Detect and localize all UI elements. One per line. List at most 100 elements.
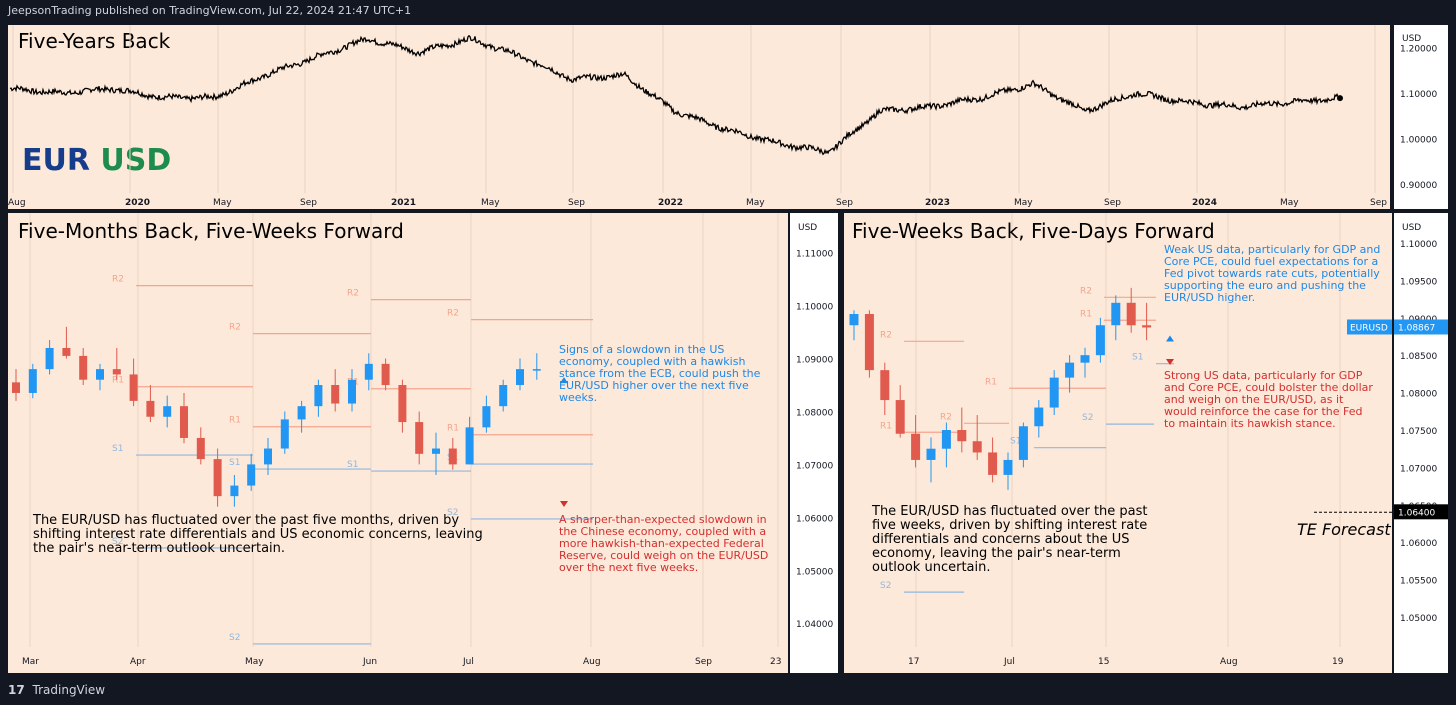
top-time-label: Sep (1104, 198, 1121, 208)
left-time-label: Apr (130, 657, 146, 667)
left-up-arrow (560, 377, 568, 384)
right-candle-body (1034, 407, 1044, 427)
top-time-label: Sep (300, 198, 317, 208)
right-price-label: 1.08000 (1400, 390, 1437, 400)
left-candle-body (180, 406, 188, 438)
top-currency-label: USD (1402, 34, 1421, 44)
left-time-label: Mar (22, 657, 39, 667)
top-time-label: May (746, 198, 765, 208)
left-candle-body (432, 448, 440, 454)
left-candle-body (348, 379, 356, 404)
left-price-label: 1.09000 (796, 356, 833, 366)
te-forecast-label: TE Forecast (1297, 520, 1391, 539)
right-candle-body (1142, 325, 1152, 328)
five-months-candles: Mar Apr May Jun Jul Aug Sep 23 R2 R1 S1 S2 R2 R1 S1 S2 R… (12, 213, 781, 667)
top-time-label: Sep (1370, 198, 1387, 208)
last-price-dot (1337, 95, 1343, 102)
right-candle-body (1080, 355, 1090, 363)
left-time-label: Aug (583, 657, 601, 667)
usd-logo-text: USD (100, 143, 172, 178)
right-level-label-r1: R1 (1080, 309, 1092, 319)
last-price-text: 1.08867 (1398, 323, 1435, 333)
left-candle-body (28, 369, 37, 393)
top-time-label: May (1014, 198, 1033, 208)
left-candle-body (465, 427, 474, 465)
right-level-label-r1: R1 (880, 421, 892, 431)
right-candle-body (1018, 426, 1028, 460)
left-level-label-s1: S1 (112, 444, 123, 454)
top-time-label: 2024 (1192, 198, 1217, 208)
right-up-arrow (1166, 335, 1174, 342)
right-level-label-s2: S2 (880, 581, 891, 591)
right-bearish-note: Strong US data, particularly for GDP and… (1164, 369, 1373, 430)
right-candle-body (1095, 325, 1105, 356)
eurusd-price-line (9, 34, 1341, 156)
forecast-price-tag (1394, 504, 1448, 520)
eur-usd-logo: EUR USD (22, 143, 171, 178)
right-level-label-r2: R2 (1080, 286, 1092, 296)
right-level-label-s2: S2 (1082, 413, 1093, 423)
five-weeks-chart[interactable]: 17 Jul 15 Aug 19 R2 R1 S2 R2 R1 S1 S2 R2 R1 S1 EURUSD F… (844, 213, 1392, 673)
footer: 17 TradingView (0, 676, 1456, 705)
top-price-label: 1.00000 (1400, 136, 1437, 146)
left-level-label-r1: R1 (229, 416, 241, 426)
left-candle-body (314, 385, 323, 407)
right-currency-label: USD (1402, 223, 1421, 233)
right-candle-body (849, 314, 859, 326)
left-candle-body (129, 374, 138, 401)
left-time-label: Jul (462, 657, 474, 667)
left-candle-body (331, 385, 340, 404)
left-candle-body (96, 369, 104, 380)
right-time-label: 19 (1332, 657, 1344, 667)
right-candle-body (880, 370, 890, 401)
top-price-label: 0.90000 (1400, 181, 1437, 191)
right-price-label: 1.09500 (1400, 277, 1437, 287)
right-candle-body (1126, 302, 1136, 326)
last-price-tag (1394, 319, 1448, 335)
left-candle-body (516, 369, 524, 386)
eurusd-symbol-tag (1347, 319, 1392, 335)
top-time-label: 2021 (391, 198, 416, 208)
top-time-axis-bg (8, 193, 1390, 209)
right-candle-body (1111, 302, 1121, 326)
left-time-label: May (245, 657, 264, 667)
five-months-chart[interactable]: Mar Apr May Jun Jul Aug Sep 23 R2 R1 S1 S2 R2 R1 S1 S2 R… (8, 213, 788, 673)
right-price-label: 1.08500 (1400, 352, 1437, 362)
right-level-label-r2: R2 (880, 330, 892, 340)
right-bullish-note: Weak US data, particularly for GDP and C… (1164, 243, 1381, 304)
left-candle-body (448, 448, 457, 465)
left-candle-body (264, 448, 272, 465)
five-months-price-axis: USD 1.11000 1.10000 1.09000 1.08000 1.07000 1.… (790, 213, 838, 673)
top-time-label: May (213, 198, 232, 208)
tradingview-logo-icon: 17 (8, 683, 25, 697)
left-bullish-note: Signs of a slowdown in the US economy, c… (559, 343, 761, 404)
right-candle-body (864, 314, 874, 371)
left-candle-body (482, 406, 491, 428)
right-price-label: 1.05500 (1400, 577, 1437, 587)
left-level-label-r2: R2 (447, 309, 459, 319)
left-level-label-s1: S1 (229, 458, 240, 468)
right-time-label: 15 (1098, 657, 1109, 667)
left-candle-body (213, 459, 222, 497)
right-candle-body (957, 430, 967, 442)
left-candle-body (415, 422, 424, 454)
left-candle-body (499, 385, 508, 407)
left-candle-body (381, 363, 390, 386)
left-level-label-r2: R2 (229, 323, 241, 333)
five-years-chart[interactable]: Five-Years Back EUR USD Aug 2020 May Sep 202… (8, 25, 1390, 209)
right-price-label: 1.05000 (1400, 614, 1437, 624)
left-candle-body (230, 485, 239, 497)
five-years-line-chart: Aug 2020 May Sep 2021 May Sep 2022 May Sep 2023 May… (8, 25, 1390, 209)
top-price-label: 1.20000 (1400, 45, 1437, 55)
right-price-label: 1.07500 (1400, 427, 1437, 437)
left-time-label: Sep (695, 657, 712, 667)
left-price-label: 1.05000 (796, 567, 833, 577)
left-price-label: 1.08000 (796, 408, 833, 418)
top-time-label: May (1280, 198, 1299, 208)
left-candle-body (532, 369, 541, 371)
top-time-label: Aug (8, 198, 26, 208)
left-candle-body (297, 406, 306, 420)
left-time-label: Jun (362, 657, 377, 667)
left-summary-note: The EUR/USD has fluctuated over the past… (33, 513, 483, 556)
left-level-label-s2: S2 (112, 537, 123, 547)
